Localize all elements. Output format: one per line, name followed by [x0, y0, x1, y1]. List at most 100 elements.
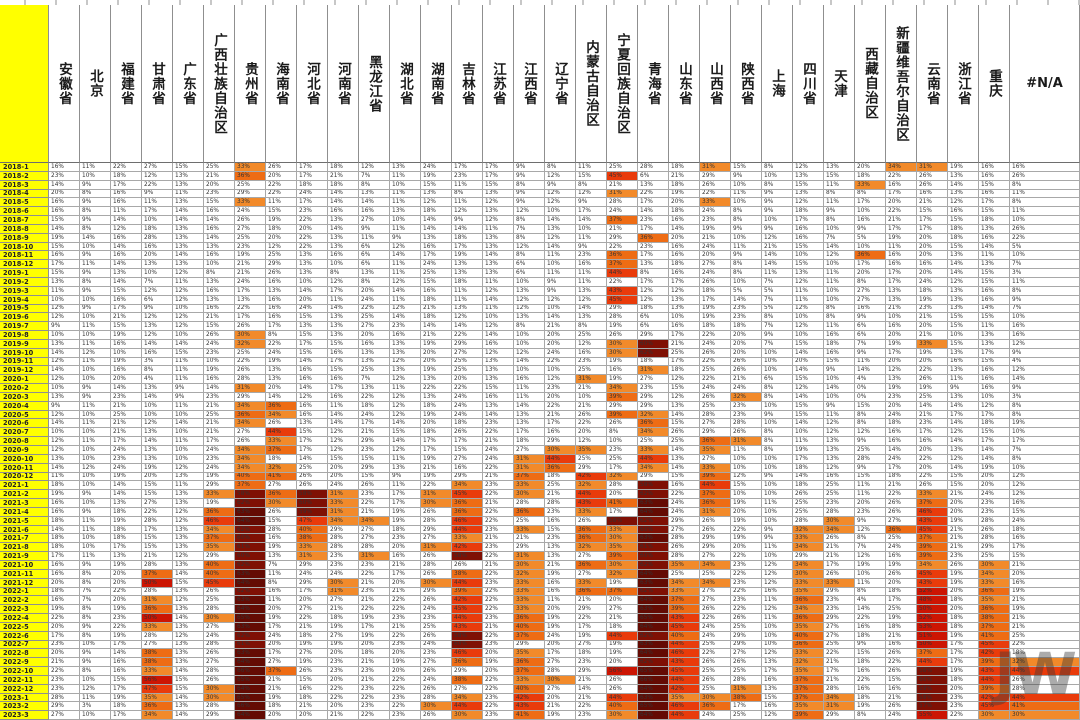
heatmap-cell[interactable]: 11% [576, 269, 607, 278]
heatmap-cell[interactable]: 18% [111, 525, 142, 535]
heatmap-cell[interactable]: 24% [297, 304, 328, 314]
heatmap-cell[interactable]: 43% [669, 658, 700, 668]
heatmap-cell[interactable]: 15% [111, 675, 142, 685]
heatmap-cell[interactable]: 28% [979, 534, 1010, 544]
heatmap-cell[interactable]: 13% [142, 322, 173, 332]
heatmap-cell[interactable]: 39% [979, 658, 1010, 668]
heatmap-cell[interactable]: 15% [824, 171, 855, 181]
heatmap-cell[interactable]: 28% [669, 534, 700, 544]
heatmap-cell[interactable]: 11% [979, 251, 1010, 261]
heatmap-cell[interactable]: 11% [452, 295, 483, 305]
heatmap-cell[interactable]: 13% [545, 543, 576, 553]
heatmap-cell[interactable]: 25% [793, 499, 824, 508]
heatmap-cell[interactable]: 21% [700, 233, 731, 243]
heatmap-cell[interactable]: 8% [80, 578, 111, 588]
heatmap-cell[interactable]: 21% [948, 543, 979, 553]
heatmap-cell[interactable]: 26% [917, 375, 948, 385]
heatmap-cell[interactable]: 20% [607, 658, 638, 668]
heatmap-cell[interactable]: 40% [669, 631, 700, 641]
row-label[interactable]: 2019-11 [0, 357, 49, 367]
heatmap-cell[interactable]: 16% [49, 163, 80, 172]
column-header-12[interactable]: 湖北省 [390, 5, 421, 163]
heatmap-cell[interactable]: 48% [917, 596, 948, 606]
heatmap-cell[interactable]: 9% [762, 198, 793, 208]
heatmap-cell[interactable]: 13% [297, 269, 328, 278]
heatmap-cell[interactable]: 23% [979, 507, 1010, 517]
heatmap-cell[interactable]: 26% [297, 472, 328, 482]
heatmap-cell[interactable]: 28% [607, 481, 638, 491]
row-label[interactable]: 2019-12 [0, 366, 49, 376]
heatmap-cell[interactable]: 10% [762, 631, 793, 641]
heatmap-cell[interactable]: 15% [948, 242, 979, 252]
heatmap-cell[interactable]: 10% [824, 295, 855, 305]
heatmap-cell[interactable]: 37% [979, 622, 1010, 632]
heatmap-cell[interactable]: 11% [855, 481, 886, 491]
heatmap-cell[interactable]: 20% [669, 198, 700, 208]
heatmap-cell[interactable]: 16% [49, 560, 80, 570]
heatmap-cell[interactable]: 26% [700, 516, 731, 526]
heatmap-cell[interactable]: 18% [700, 322, 731, 332]
heatmap-cell[interactable]: 10% [142, 410, 173, 420]
heatmap-cell[interactable]: 24% [886, 711, 917, 720]
heatmap-cell[interactable]: 11% [80, 163, 111, 172]
heatmap-cell[interactable]: 28% [49, 693, 80, 703]
row-label[interactable]: 2021-2 [0, 490, 49, 500]
heatmap-cell[interactable]: 21% [576, 384, 607, 393]
heatmap-cell[interactable]: 19% [700, 304, 731, 314]
heatmap-cell[interactable]: 11% [49, 286, 80, 296]
heatmap-cell[interactable]: 22% [328, 684, 359, 694]
heatmap-cell[interactable]: 10% [80, 366, 111, 376]
heatmap-cell[interactable]: 3% [1010, 392, 1080, 402]
heatmap-cell[interactable]: 20% [421, 348, 452, 358]
heatmap-cell[interactable]: 17% [638, 277, 669, 287]
heatmap-cell[interactable]: 8% [545, 163, 576, 172]
heatmap-cell[interactable]: 13% [173, 587, 204, 597]
heatmap-cell[interactable]: 12% [390, 277, 421, 287]
heatmap-cell[interactable]: 24% [545, 631, 576, 641]
heatmap-cell[interactable]: 17% [111, 684, 142, 694]
heatmap-cell[interactable]: 9% [855, 437, 886, 446]
heatmap-cell[interactable]: 12% [1010, 366, 1080, 376]
heatmap-cell[interactable]: 13% [886, 295, 917, 305]
heatmap-cell[interactable]: 15% [855, 401, 886, 411]
heatmap-cell[interactable]: 22% [266, 180, 297, 190]
heatmap-cell[interactable]: 21% [328, 711, 359, 720]
heatmap-cell[interactable]: 24% [111, 463, 142, 473]
heatmap-cell[interactable]: 15% [359, 454, 390, 464]
heatmap-cell[interactable]: 23% [638, 384, 669, 393]
column-header-22[interactable]: 山西省 [700, 5, 731, 163]
heatmap-cell[interactable]: 26% [421, 569, 452, 579]
heatmap-cell[interactable]: 32% [514, 569, 545, 579]
heatmap-cell[interactable]: 29% [297, 560, 328, 570]
heatmap-cell[interactable]: 29% [49, 702, 80, 712]
heatmap-cell[interactable]: 26% [886, 667, 917, 676]
heatmap-cell[interactable]: 30% [607, 339, 638, 349]
heatmap-cell[interactable]: 12% [886, 366, 917, 376]
heatmap-cell[interactable]: 19% [793, 446, 824, 455]
heatmap-cell[interactable]: 15% [793, 401, 824, 411]
heatmap-cell[interactable]: 28% [204, 702, 235, 712]
heatmap-cell[interactable]: 12% [948, 198, 979, 208]
row-label[interactable]: 2021-9 [0, 552, 49, 561]
heatmap-cell[interactable]: 15% [142, 481, 173, 491]
heatmap-cell[interactable]: 16% [297, 684, 328, 694]
heatmap-cell[interactable]: 16% [607, 366, 638, 376]
heatmap-cell[interactable]: 27% [266, 658, 297, 668]
heatmap-cell[interactable]: 13% [483, 260, 514, 270]
heatmap-cell[interactable]: 14% [173, 711, 204, 720]
heatmap-cell[interactable]: 9% [948, 384, 979, 393]
heatmap-cell[interactable]: 34% [328, 516, 359, 526]
heatmap-cell[interactable]: 12% [483, 322, 514, 332]
heatmap-cell[interactable]: 11% [390, 198, 421, 208]
heatmap-cell[interactable]: 6% [638, 171, 669, 181]
heatmap-cell[interactable]: 22% [297, 242, 328, 252]
heatmap-cell[interactable]: 28% [421, 693, 452, 703]
heatmap-cell[interactable]: 12% [49, 437, 80, 446]
heatmap-cell[interactable]: 25% [669, 569, 700, 579]
heatmap-cell[interactable]: 13% [359, 269, 390, 278]
heatmap-cell[interactable]: 13% [793, 171, 824, 181]
heatmap-cell[interactable]: 12% [762, 569, 793, 579]
heatmap-cell[interactable]: 32% [607, 569, 638, 579]
heatmap-cell[interactable]: 10% [731, 454, 762, 464]
heatmap-cell[interactable]: 16% [111, 658, 142, 668]
